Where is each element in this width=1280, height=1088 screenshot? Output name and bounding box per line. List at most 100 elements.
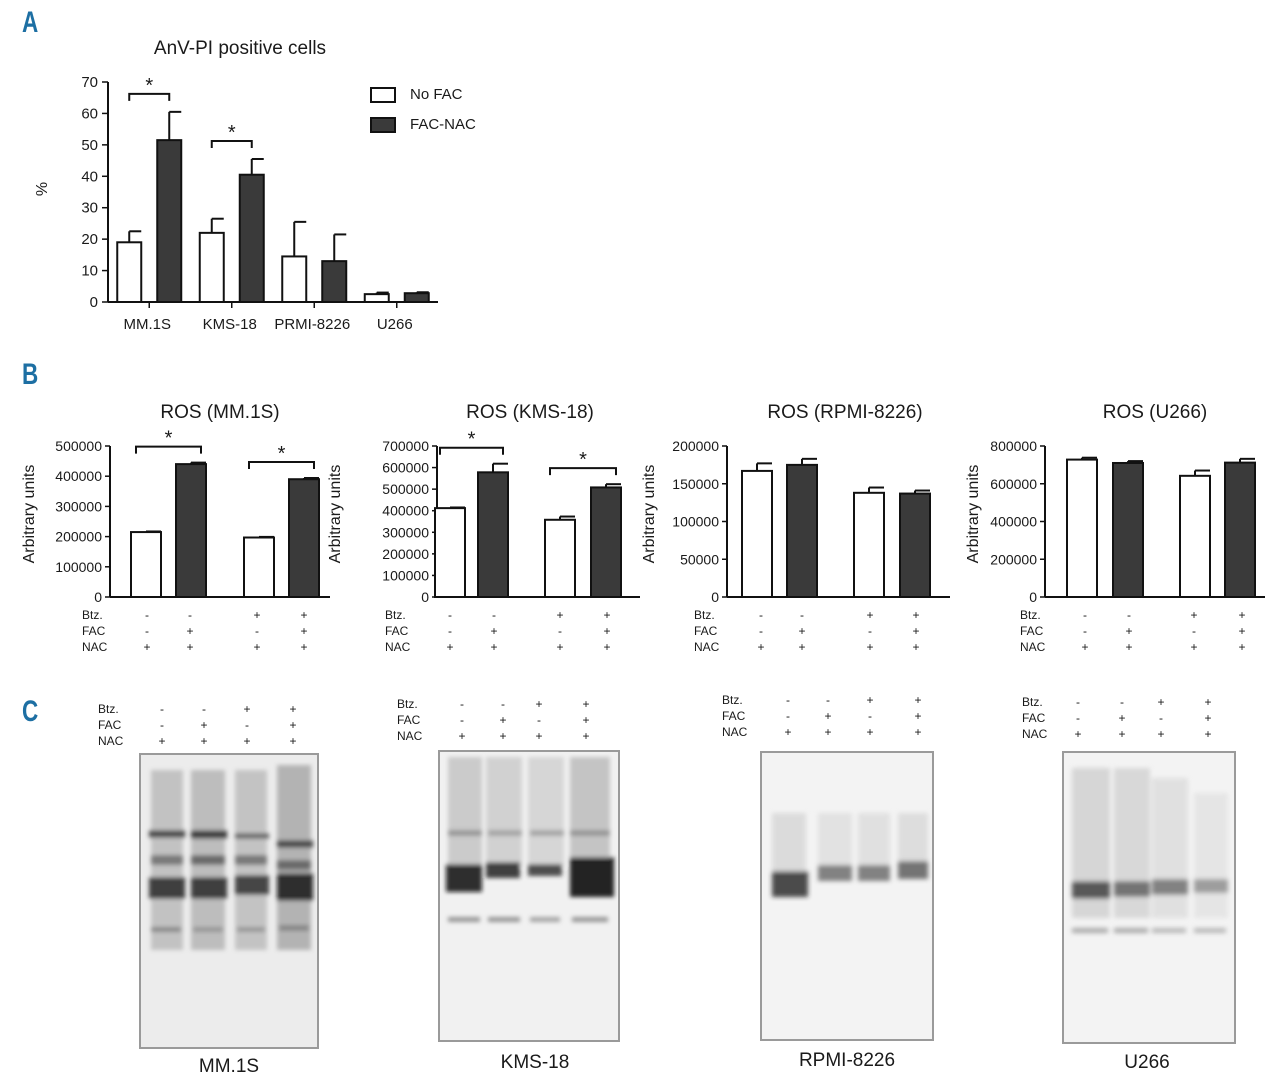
conditions-ros-mm1s: Btz. - - + + FAC - + - + NAC + + + + (82, 607, 322, 655)
cond-label-btz: Btz. (722, 693, 743, 707)
panel-letter-a: A (22, 6, 39, 39)
cond-sign: + (912, 608, 920, 622)
cond-sign: - (1083, 624, 1087, 638)
y-tick-label: 0 (421, 589, 429, 605)
blot-caption-kms18: KMS-18 (500, 1052, 570, 1073)
y-tick-label: 10 (81, 263, 98, 280)
cond-sign: + (1238, 608, 1246, 622)
chart-title-anv: AnV-PI positive cells (153, 38, 327, 59)
bar (853, 491, 885, 598)
cond-sign: + (912, 624, 920, 638)
bar (1066, 458, 1098, 598)
cond-sign: - (448, 624, 452, 638)
cond-sign: + (300, 608, 308, 622)
cond-label-fac: FAC (385, 624, 409, 638)
y-tick-label: 400000 (990, 514, 1037, 530)
y-tick-label: 200000 (672, 438, 719, 454)
cond-sign: - (448, 608, 452, 622)
cond-sign: - (501, 697, 505, 711)
cond-label-fac: FAC (397, 713, 421, 727)
significance-bracket (135, 445, 202, 454)
cond-sign: - (160, 718, 164, 732)
bar (130, 531, 162, 599)
cond-sign: + (1190, 608, 1198, 622)
cond-sign: + (200, 718, 208, 732)
cond-sign: + (603, 640, 611, 654)
cond-sign: + (300, 624, 308, 638)
cond-sign: - (1159, 711, 1163, 725)
conditions-blot-mm1s: Btz. - - + + FAC - + - + NAC + + + + (98, 701, 318, 749)
y-tick-label: 700000 (382, 438, 429, 454)
cond-sign: + (300, 640, 308, 654)
cond-sign: + (143, 640, 151, 654)
bar (116, 241, 143, 304)
conditions-blot-rpmi8226: Btz. - - + + FAC - + - + NAC + + + + (722, 692, 942, 740)
cond-sign: + (582, 729, 590, 743)
significance-star: * (145, 75, 153, 97)
y-tick-label: 100000 (672, 514, 719, 530)
legend-swatch-fac-nac (370, 116, 396, 133)
cond-sign: - (255, 624, 259, 638)
cond-label-fac: FAC (1020, 624, 1044, 638)
y-tick-label: 400000 (55, 468, 102, 484)
bar (363, 293, 390, 303)
western-blot-mm1s (139, 753, 319, 1049)
significance-bracket (210, 140, 253, 148)
bar (741, 469, 773, 599)
cond-sign: - (1120, 695, 1124, 709)
cond-sign: + (757, 640, 765, 654)
cond-label-btz: Btz. (397, 697, 418, 711)
cond-label-btz: Btz. (1020, 608, 1041, 622)
y-tick-label: 0 (90, 294, 98, 311)
cond-sign: + (1081, 640, 1089, 654)
cond-sign: + (914, 693, 922, 707)
cond-sign: + (1074, 727, 1082, 741)
y-tick-label: 600000 (990, 476, 1037, 492)
conditions-ros-rpmi8226: Btz. - - + + FAC - + - + NAC + + + + (694, 607, 934, 655)
significance-star: * (278, 443, 286, 465)
cond-sign: + (1157, 695, 1165, 709)
cond-sign: + (1118, 727, 1126, 741)
cond-sign: + (1190, 640, 1198, 654)
blot-bands-rpmi8226 (772, 813, 928, 897)
y-tick-label: 30 (81, 200, 98, 217)
y-tick-label: 0 (1029, 589, 1037, 605)
cond-sign: + (914, 709, 922, 723)
y-tick-label: 0 (711, 589, 719, 605)
cond-label-btz: Btz. (385, 608, 406, 622)
cond-sign: - (786, 693, 790, 707)
cond-label-nac: NAC (694, 640, 720, 654)
cond-sign: + (556, 640, 564, 654)
cond-sign: + (914, 725, 922, 739)
y-tick-label: 40 (81, 168, 98, 185)
cond-label-nac: NAC (1022, 727, 1048, 741)
blot-bands-u266 (1072, 768, 1228, 933)
cond-sign: - (1076, 711, 1080, 725)
cond-sign: - (245, 718, 249, 732)
bar (288, 478, 320, 598)
blot-bands-mm1s (149, 765, 313, 950)
bar (434, 507, 466, 598)
panel-letter-b: B (22, 358, 39, 391)
legend-item-fac-nac: FAC-NAC (370, 116, 476, 133)
cond-sign: - (460, 713, 464, 727)
cond-label-btz: Btz. (98, 702, 119, 716)
cond-sign: + (866, 608, 874, 622)
significance-star: * (165, 428, 173, 450)
cond-label-nac: NAC (98, 734, 124, 748)
cond-sign: + (798, 624, 806, 638)
panel-letter-c: C (22, 695, 39, 728)
cond-label-fac: FAC (1022, 711, 1046, 725)
y-tick-label: 600000 (382, 460, 429, 476)
cond-sign: + (1204, 711, 1212, 725)
chart-title-ros-kms18: ROS (KMS-18) (466, 402, 594, 423)
cond-sign: - (537, 713, 541, 727)
western-blot-kms18 (438, 750, 620, 1042)
cond-sign: + (535, 729, 543, 743)
y-tick-label: 0 (94, 589, 102, 605)
bar (544, 518, 576, 599)
cond-label-btz: Btz. (1022, 695, 1043, 709)
y-tick-label: 200000 (382, 546, 429, 562)
bar (243, 536, 275, 598)
